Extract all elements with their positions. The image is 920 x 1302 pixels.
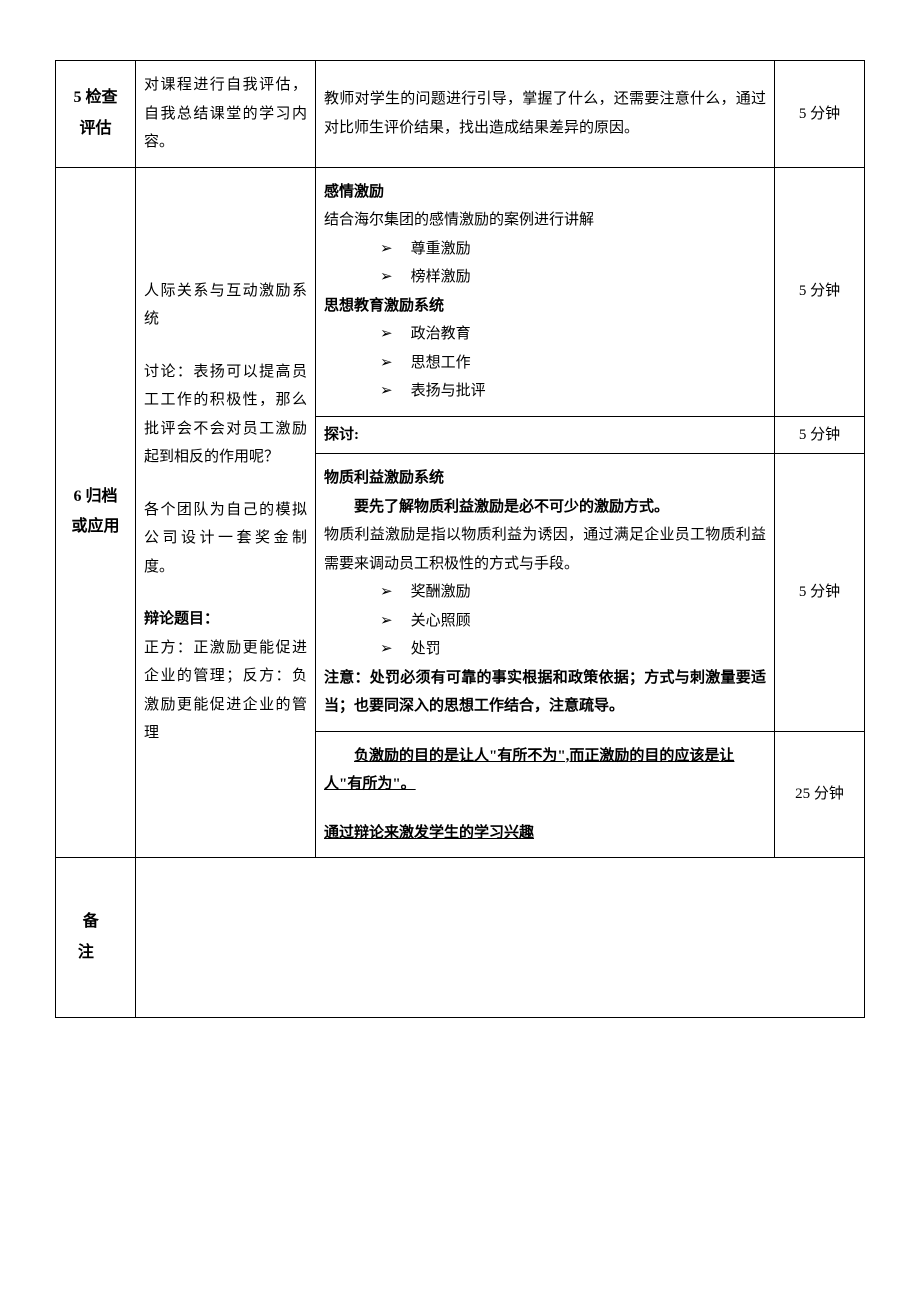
row6-label-l2: 或应用	[64, 512, 127, 542]
sec3-bullets: ➢奖酬激励 ➢关心照顾 ➢处罚	[324, 578, 766, 664]
row6-action-p4-title: 辩论题目：	[144, 611, 219, 627]
sec4-p2: 通过辩论来激发学生的学习兴趣	[324, 819, 766, 848]
arrow-icon: ➢	[380, 320, 393, 349]
row6-label: 6 归档 或应用	[56, 167, 136, 858]
row6-sec2-time: 5 分钟	[775, 416, 865, 454]
arrow-icon: ➢	[380, 235, 393, 264]
sec1-title: 感情激励	[324, 178, 766, 207]
sec4-p1: 负激励的目的是让人"有所不为",而正激励的目的应该是让人"有所为"。	[324, 742, 766, 799]
row6-action-p2: 讨论：表扬可以提高员工工作的积极性，那么批评会不会对员工激励起到相反的作用呢？	[144, 358, 307, 472]
sec1-b5: ➢表扬与批评	[380, 377, 766, 406]
row6-label-l1: 6 归档	[64, 482, 127, 512]
arrow-icon: ➢	[380, 349, 393, 378]
row5-label-l2: 评估	[64, 114, 127, 144]
row6-action-p1: 人际关系与互动激励系统	[144, 277, 307, 334]
sec3-title: 物质利益激励系统	[324, 464, 766, 493]
arrow-icon: ➢	[380, 607, 393, 636]
row6-action-p3: 各个团队为自己的模拟公司设计一套奖金制度。	[144, 496, 307, 582]
notes-label: 备注	[56, 858, 136, 1018]
arrow-icon: ➢	[380, 578, 393, 607]
row5-time: 5 分钟	[775, 61, 865, 168]
sec3-b1: ➢奖酬激励	[380, 578, 766, 607]
row-notes: 备注	[56, 858, 865, 1018]
lesson-plan-table: 5 检查 评估 对课程进行自我评估，自我总结课堂的学习内容。 教师对学生的问题进…	[55, 60, 865, 1018]
sec1-b1: ➢尊重激励	[380, 235, 766, 264]
row6-action-p4-body: 正方：正激励更能促进企业的管理；反方：负激励更能促进企业的管理	[144, 640, 307, 742]
sec1-intro: 结合海尔集团的感情激励的案例进行讲解	[324, 206, 766, 235]
sec3-b2: ➢关心照顾	[380, 607, 766, 636]
sec3-note: 注意：处罚必须有可靠的事实根据和政策依据；方式与刺激量要适当；也要同深入的思想工…	[324, 664, 766, 721]
sec1-b4: ➢思想工作	[380, 349, 766, 378]
sec1-b3: ➢政治教育	[380, 320, 766, 349]
sec1-subtitle: 思想教育激励系统	[324, 292, 766, 321]
sec3-desc: 物质利益激励是指以物质利益为诱因，通过满足企业员工物质利益需要来调动员工积极性的…	[324, 521, 766, 578]
row6-sec4-content: 负激励的目的是让人"有所不为",而正激励的目的应该是让人"有所为"。 通过辩论来…	[316, 731, 775, 858]
sec1-bullets-b: ➢政治教育 ➢思想工作 ➢表扬与批评	[324, 320, 766, 406]
row6-action: 人际关系与互动激励系统 讨论：表扬可以提高员工工作的积极性，那么批评会不会对员工…	[136, 167, 316, 858]
sec1-b2: ➢榜样激励	[380, 263, 766, 292]
row5-label: 5 检查 评估	[56, 61, 136, 168]
row5-content: 教师对学生的问题进行引导，掌握了什么，还需要注意什么，通过对比师生评价结果，找出…	[316, 61, 775, 168]
sec3-b3: ➢处罚	[380, 635, 766, 664]
row-archive-sec1: 6 归档 或应用 人际关系与互动激励系统 讨论：表扬可以提高员工工作的积极性，那…	[56, 167, 865, 416]
arrow-icon: ➢	[380, 635, 393, 664]
row6-sec4-time: 25 分钟	[775, 731, 865, 858]
row6-sec3-content: 物质利益激励系统 要先了解物质利益激励是必不可少的激励方式。 物质利益激励是指以…	[316, 454, 775, 732]
row5-action: 对课程进行自我评估，自我总结课堂的学习内容。	[136, 61, 316, 168]
row-check-evaluate: 5 检查 评估 对课程进行自我评估，自我总结课堂的学习内容。 教师对学生的问题进…	[56, 61, 865, 168]
row6-sec3-time: 5 分钟	[775, 454, 865, 732]
row6-sec1-content: 感情激励 结合海尔集团的感情激励的案例进行讲解 ➢尊重激励 ➢榜样激励 思想教育…	[316, 167, 775, 416]
row6-sec2-content: 探讨:	[316, 416, 775, 454]
sec3-intro: 要先了解物质利益激励是必不可少的激励方式。	[324, 493, 766, 522]
row5-label-l1: 5 检查	[64, 83, 127, 113]
sec1-bullets-a: ➢尊重激励 ➢榜样激励	[324, 235, 766, 292]
arrow-icon: ➢	[380, 377, 393, 406]
row6-sec1-time: 5 分钟	[775, 167, 865, 416]
arrow-icon: ➢	[380, 263, 393, 292]
row6-action-p4: 辩论题目： 正方：正激励更能促进企业的管理；反方：负激励更能促进企业的管理	[144, 605, 307, 748]
notes-content	[136, 858, 865, 1018]
